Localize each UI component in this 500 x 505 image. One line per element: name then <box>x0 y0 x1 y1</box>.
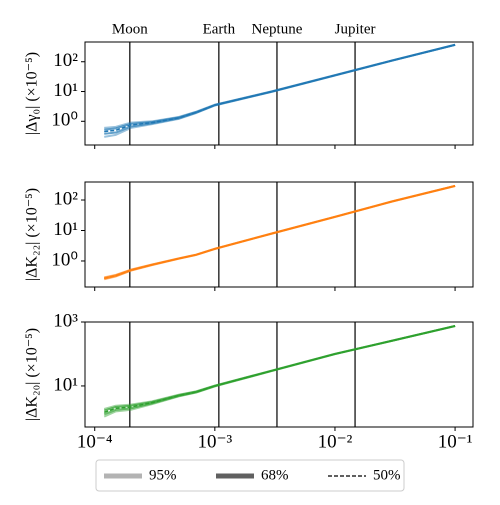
band-68-upper <box>103 324 456 412</box>
y-tick-label: 10⁰ <box>51 249 78 270</box>
x-tick-label: 10⁻³ <box>197 431 232 452</box>
band-95-lower <box>103 185 456 281</box>
x-tick-label: 10⁻⁴ <box>77 431 113 452</box>
y-tick-label: 10⁰ <box>51 110 78 131</box>
reference-label: Neptune <box>252 21 303 37</box>
reference-label: Moon <box>112 21 148 37</box>
reference-label: Jupiter <box>335 21 376 37</box>
y-axis-label: |Δγ₀| (×10⁻⁵) <box>24 52 41 135</box>
legend-label: 68% <box>261 467 289 483</box>
legend-label: 95% <box>149 467 177 483</box>
axes-frame <box>84 321 474 428</box>
y-tick-label: 10² <box>53 50 78 71</box>
legend-label: 50% <box>373 467 401 483</box>
band-68-upper <box>104 43 456 131</box>
median-line <box>104 44 456 133</box>
x-tick-label: 10⁻² <box>318 431 353 452</box>
y-axis-label: |ΔK₂₂| (×10⁻⁵) <box>24 188 41 281</box>
reference-label: Earth <box>203 21 236 37</box>
y-tick-label: 10³ <box>53 310 78 331</box>
median-line <box>104 185 456 280</box>
y-tick-label: 10² <box>53 188 78 209</box>
axes-frame <box>84 41 474 146</box>
y-tick-label: 10¹ <box>53 374 78 395</box>
y-tick-label: 10¹ <box>53 80 78 101</box>
axes-frame <box>84 181 474 288</box>
y-axis-label: |ΔK₂₀| (×10⁻⁵) <box>24 328 41 421</box>
y-tick-label: 10¹ <box>53 219 78 240</box>
x-tick-label: 10⁻¹ <box>438 431 473 452</box>
